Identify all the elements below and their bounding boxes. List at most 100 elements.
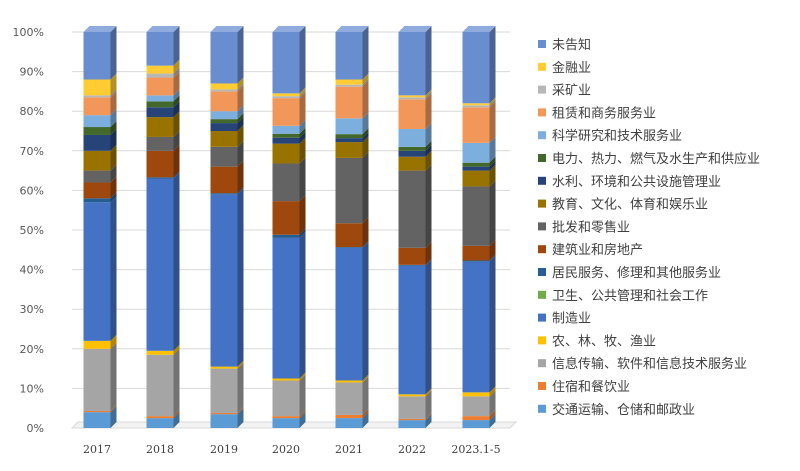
bar-segment (398, 390, 432, 419)
bar-segment (210, 113, 244, 124)
bar-segment (272, 410, 306, 419)
bar-segment (398, 414, 432, 428)
bar-segment (272, 372, 306, 381)
bar-segment (272, 228, 306, 238)
bar-segment (462, 156, 496, 167)
bar-segment (83, 91, 117, 116)
bar-segment (272, 127, 306, 138)
bar-column-2023.1-5 (462, 26, 496, 428)
legend-item: 制造业 (538, 312, 591, 327)
legend-label: 未告知 (552, 37, 591, 53)
legend-item: 电力、热力、燃气及水生产和供应业 (538, 151, 760, 167)
x-tick-label: 2019 (210, 443, 238, 456)
legend-item: 交通运输、仓储和邮政业 (538, 402, 695, 418)
legend-label: 电力、热力、燃气及水生产和供应业 (552, 151, 760, 167)
legend-item: 农、林、牧、渔业 (538, 334, 656, 349)
bar-segment (335, 112, 369, 135)
bar-segment (335, 128, 369, 139)
bar-segment (462, 160, 496, 171)
bar-column-2018 (146, 26, 180, 428)
bar-column-2022 (398, 26, 432, 428)
bar-segment (272, 137, 306, 164)
legend-item: 采矿业 (538, 84, 591, 99)
y-axis-ticks: 0% 10% 20% 30% 40% 50% 60% 70% 80% 90% 100% (13, 26, 44, 435)
legend-label: 水利、环境和公共设施管理业 (552, 175, 721, 190)
y-tick-label: 100% (13, 26, 44, 39)
bar-segment (146, 101, 180, 118)
legend-label: 交通运输、仓储和邮政业 (552, 402, 695, 418)
legend-label: 批发和零售业 (552, 219, 630, 235)
bar-segment (146, 71, 180, 96)
bar-segment (335, 151, 369, 224)
bar-column-2021 (335, 26, 369, 428)
bar-segment (210, 125, 244, 147)
bar-segment (462, 99, 496, 108)
x-axis-ticks: 2017 2018 2019 2020 2021 2022 2023.1-5 (83, 443, 501, 456)
bar-segment (83, 121, 117, 135)
legend-swatch (538, 40, 546, 48)
bar-top-face (462, 26, 496, 32)
legend-item: 批发和零售业 (538, 219, 630, 235)
bar-segment (272, 119, 306, 134)
bar-top-face (335, 26, 369, 32)
bar-segment (83, 334, 117, 349)
legend-label: 制造业 (552, 312, 591, 327)
legend-item: 科学研究和技术服务业 (538, 128, 682, 144)
legend-swatch (538, 85, 546, 94)
legend-label: 农、林、牧、渔业 (552, 334, 656, 349)
bar-segment (83, 342, 117, 411)
legend-item: 金融业 (538, 60, 591, 76)
bar-segment (398, 259, 432, 395)
bar-segment (146, 344, 180, 355)
bar-segment (146, 26, 180, 66)
bar-segment (210, 85, 244, 112)
bar-segment (83, 192, 117, 203)
bar-segment (462, 136, 496, 163)
bar-segment (146, 348, 180, 417)
bar-segment (398, 388, 432, 397)
bar-segment (335, 136, 369, 158)
y-tick-label: 90% (20, 66, 44, 79)
bar-segment (462, 97, 496, 106)
bar-segment (210, 105, 244, 120)
legend-swatch (538, 62, 546, 71)
legend: 未告知金融业采矿业租赁和商务服务业科学研究和技术服务业电力、热力、燃气及水生产和… (538, 37, 760, 418)
legend-swatch (538, 382, 546, 390)
bar-segment (146, 412, 180, 428)
bar-segment (146, 410, 180, 419)
bar-segment (398, 89, 432, 98)
legend-item: 信息传输、软件和信息技术服务业 (538, 356, 747, 372)
legend-swatch (538, 108, 546, 117)
bar-segment (272, 412, 306, 428)
bar-segment (335, 80, 369, 119)
bar-segment (398, 258, 432, 266)
y-tick-label: 40% (20, 264, 44, 277)
bar-segment (83, 89, 117, 98)
legend-item: 卫生、公共管理和社会工作 (538, 288, 708, 304)
legend-swatch (538, 131, 546, 140)
bar-segment (210, 406, 244, 415)
x-tick-label: 2022 (398, 443, 426, 456)
bar-segment (462, 386, 496, 397)
bar-segment (398, 412, 432, 421)
bar-segment (272, 131, 306, 144)
bar-segment (146, 111, 180, 137)
bar-segment (272, 26, 306, 94)
bar-segment (398, 26, 432, 96)
legend-swatch (538, 336, 546, 345)
bar-segment (146, 67, 180, 78)
x-tick-label: 2017 (83, 443, 111, 456)
bar-segment (83, 164, 117, 183)
bar-segment (272, 90, 306, 99)
bar-column-2020 (272, 26, 306, 428)
legend-label: 采矿业 (552, 84, 591, 99)
bar-segment (146, 171, 180, 179)
legend-item: 教育、文化、体育和娱乐业 (538, 197, 708, 213)
bar-segment (210, 83, 244, 92)
bar-segment (335, 78, 369, 87)
legend-label: 金融业 (552, 60, 591, 76)
legend-label: 信息传输、软件和信息技术服务业 (552, 356, 747, 372)
bar-segment (462, 26, 496, 104)
bar-segment (210, 362, 244, 413)
